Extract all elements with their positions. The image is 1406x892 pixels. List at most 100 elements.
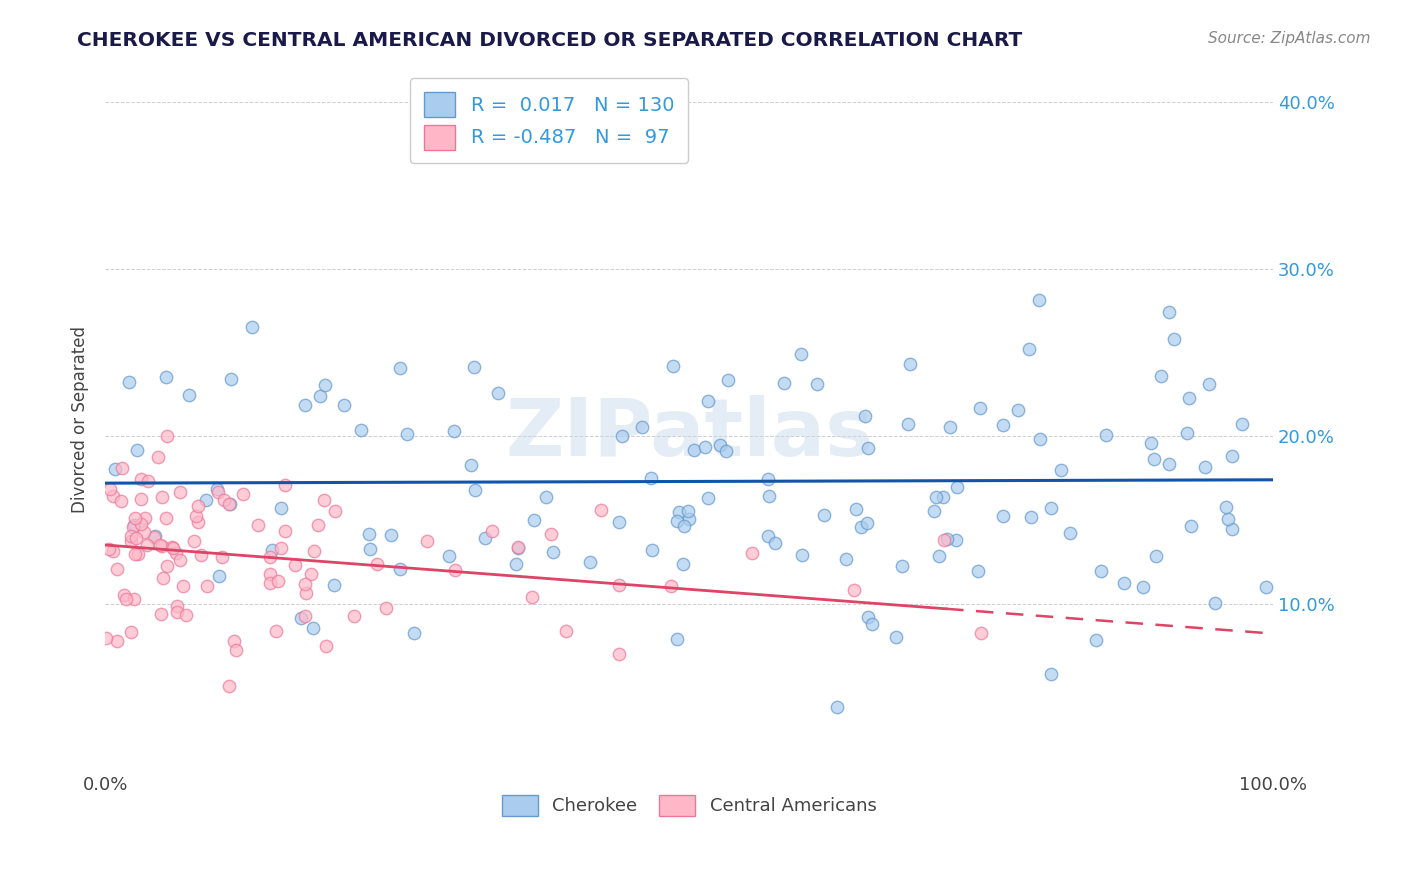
Point	[183, 534, 205, 549]
Point	[290, 611, 312, 625]
Point	[101, 544, 124, 558]
Point	[118, 375, 141, 389]
Point	[259, 550, 281, 565]
Point	[717, 373, 740, 387]
Point	[1029, 432, 1052, 446]
Point	[860, 616, 883, 631]
Point	[806, 377, 828, 392]
Point	[607, 647, 630, 661]
Point	[1254, 581, 1277, 595]
Point	[1028, 293, 1050, 307]
Point	[1194, 460, 1216, 475]
Point	[946, 480, 969, 494]
Point	[443, 424, 465, 438]
Point	[101, 489, 124, 503]
Point	[1050, 463, 1073, 477]
Point	[520, 590, 543, 604]
Point	[672, 557, 695, 571]
Point	[853, 409, 876, 423]
Point	[125, 531, 148, 545]
Point	[534, 490, 557, 504]
Point	[630, 419, 652, 434]
Point	[294, 398, 316, 412]
Point	[294, 577, 316, 591]
Point	[856, 516, 879, 531]
Point	[211, 549, 233, 564]
Point	[131, 491, 153, 506]
Point	[844, 502, 866, 516]
Point	[1039, 667, 1062, 681]
Point	[939, 420, 962, 434]
Point	[936, 532, 959, 546]
Point	[124, 511, 146, 525]
Point	[218, 497, 240, 511]
Point	[474, 531, 496, 545]
Point	[152, 571, 174, 585]
Point	[898, 357, 921, 371]
Point	[641, 542, 664, 557]
Point	[156, 559, 179, 574]
Point	[301, 566, 323, 581]
Point	[366, 557, 388, 571]
Legend: Cherokee, Central Americans: Cherokee, Central Americans	[492, 786, 886, 825]
Point	[460, 458, 482, 472]
Point	[396, 427, 419, 442]
Point	[127, 547, 149, 561]
Point	[98, 542, 121, 557]
Point	[208, 568, 231, 582]
Point	[773, 376, 796, 390]
Point	[125, 442, 148, 457]
Point	[1178, 391, 1201, 405]
Point	[1144, 549, 1167, 563]
Point	[1040, 501, 1063, 516]
Text: Source: ZipAtlas.com: Source: ZipAtlas.com	[1208, 31, 1371, 46]
Point	[1198, 377, 1220, 392]
Point	[1157, 457, 1180, 471]
Text: ZIPatlas: ZIPatlas	[505, 394, 873, 473]
Point	[120, 625, 142, 640]
Point	[309, 389, 332, 403]
Point	[437, 549, 460, 563]
Point	[219, 372, 242, 386]
Point	[967, 564, 990, 578]
Point	[1220, 449, 1243, 463]
Point	[174, 607, 197, 622]
Point	[756, 472, 779, 486]
Point	[94, 631, 117, 645]
Point	[149, 538, 172, 552]
Point	[813, 508, 835, 523]
Point	[212, 493, 235, 508]
Point	[143, 530, 166, 544]
Point	[884, 630, 907, 644]
Point	[693, 440, 716, 454]
Point	[169, 553, 191, 567]
Point	[696, 393, 718, 408]
Point	[259, 566, 281, 581]
Point	[969, 401, 991, 415]
Point	[374, 601, 396, 615]
Point	[991, 509, 1014, 524]
Point	[207, 482, 229, 496]
Point	[107, 562, 129, 576]
Point	[124, 547, 146, 561]
Point	[104, 462, 127, 476]
Point	[763, 536, 786, 550]
Point	[1090, 564, 1112, 578]
Point	[218, 679, 240, 693]
Point	[666, 514, 689, 528]
Point	[162, 541, 184, 556]
Point	[114, 591, 136, 606]
Point	[834, 551, 856, 566]
Point	[696, 491, 718, 505]
Point	[1019, 509, 1042, 524]
Point	[359, 541, 381, 556]
Point	[714, 443, 737, 458]
Point	[540, 527, 562, 541]
Point	[851, 520, 873, 534]
Point	[402, 625, 425, 640]
Point	[323, 504, 346, 518]
Point	[194, 493, 217, 508]
Point	[481, 524, 503, 538]
Point	[932, 533, 955, 547]
Point	[150, 539, 173, 553]
